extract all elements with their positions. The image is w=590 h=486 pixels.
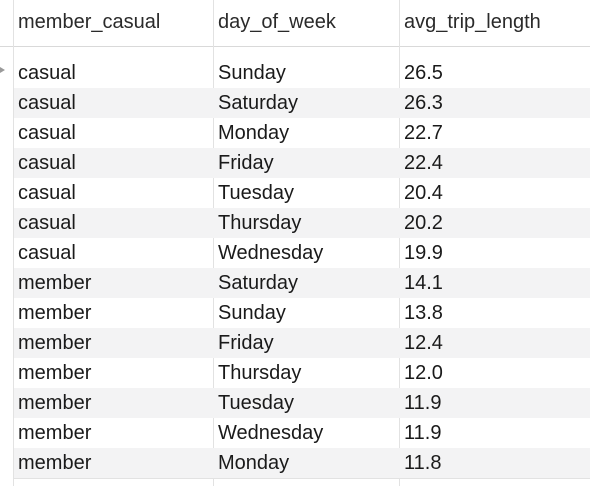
cell-day-of-week[interactable]: Saturday xyxy=(218,92,299,114)
cell-avg-trip-length[interactable]: 19.9 xyxy=(404,242,443,264)
cell-avg-trip-length[interactable]: 20.2 xyxy=(404,212,443,234)
cell-day-of-week[interactable]: Sunday xyxy=(218,62,286,84)
table-row[interactable]: member Wednesday 11.9 xyxy=(14,418,590,448)
cell-member-casual[interactable]: member xyxy=(18,272,92,294)
cell-avg-trip-length[interactable]: 26.5 xyxy=(404,62,443,84)
cell-member-casual[interactable]: member xyxy=(18,392,92,414)
current-row-marker-icon xyxy=(0,67,5,73)
table-row[interactable]: member Thursday 12.0 xyxy=(14,358,590,388)
cell-avg-trip-length[interactable]: 11.8 xyxy=(404,452,442,474)
cell-avg-trip-length[interactable]: 13.8 xyxy=(404,302,443,324)
cell-member-casual[interactable]: casual xyxy=(18,92,76,114)
table-header: member_casual day_of_week avg_trip_lengt… xyxy=(0,0,590,47)
cell-member-casual[interactable]: casual xyxy=(18,212,76,234)
cell-avg-trip-length[interactable]: 20.4 xyxy=(404,182,443,204)
table-row[interactable]: member Saturday 14.1 xyxy=(14,268,590,298)
table-row[interactable]: casual Sunday 26.5 xyxy=(14,58,590,88)
column-divider[interactable] xyxy=(399,0,400,486)
cell-day-of-week[interactable]: Tuesday xyxy=(218,182,294,204)
cell-member-casual[interactable]: casual xyxy=(18,122,76,144)
cell-day-of-week[interactable]: Monday xyxy=(218,122,290,144)
cell-avg-trip-length[interactable]: 22.7 xyxy=(404,122,443,144)
cell-day-of-week[interactable]: Friday xyxy=(218,152,274,174)
cell-member-casual[interactable]: casual xyxy=(18,182,76,204)
cell-avg-trip-length[interactable]: 11.9 xyxy=(404,422,442,444)
table-row[interactable]: member Monday 11.8 xyxy=(14,448,590,478)
cell-avg-trip-length[interactable]: 14.1 xyxy=(404,272,443,294)
cell-day-of-week[interactable]: Friday xyxy=(218,332,274,354)
cell-day-of-week[interactable]: Monday xyxy=(218,452,290,474)
cell-day-of-week[interactable]: Thursday xyxy=(218,212,302,234)
cell-member-casual[interactable]: member xyxy=(18,332,92,354)
cell-day-of-week[interactable]: Wednesday xyxy=(218,422,324,444)
table-row[interactable]: member Tuesday 11.9 xyxy=(14,388,590,418)
cell-day-of-week[interactable]: Sunday xyxy=(218,302,286,324)
table-row[interactable]: casual Monday 22.7 xyxy=(14,118,590,148)
column-header-day-of-week[interactable]: day_of_week xyxy=(218,11,336,33)
cell-member-casual[interactable]: casual xyxy=(18,152,76,174)
column-header-avg-trip-length[interactable]: avg_trip_length xyxy=(404,11,541,33)
cell-member-casual[interactable]: member xyxy=(18,362,92,384)
table-row[interactable]: casual Thursday 20.2 xyxy=(14,208,590,238)
cell-member-casual[interactable]: casual xyxy=(18,242,76,264)
table-row[interactable]: casual Tuesday 20.4 xyxy=(14,178,590,208)
cell-day-of-week[interactable]: Tuesday xyxy=(218,392,294,414)
table-row[interactable]: member Friday 12.4 xyxy=(14,328,590,358)
table-row[interactable]: member Sunday 13.8 xyxy=(14,298,590,328)
cell-avg-trip-length[interactable]: 11.9 xyxy=(404,392,442,414)
cell-member-casual[interactable]: member xyxy=(18,452,92,474)
column-divider[interactable] xyxy=(213,0,214,486)
cell-member-casual[interactable]: member xyxy=(18,302,92,324)
cell-avg-trip-length[interactable]: 26.3 xyxy=(404,92,443,114)
cell-avg-trip-length[interactable]: 22.4 xyxy=(404,152,443,174)
cell-day-of-week[interactable]: Thursday xyxy=(218,362,302,384)
cell-avg-trip-length[interactable]: 12.0 xyxy=(404,362,443,384)
cell-member-casual[interactable]: casual xyxy=(18,62,76,84)
table-row[interactable]: casual Saturday 26.3 xyxy=(14,88,590,118)
table-row[interactable]: casual Friday 22.4 xyxy=(14,148,590,178)
column-divider xyxy=(13,0,14,486)
table-row[interactable]: casual Wednesday 19.9 xyxy=(14,238,590,268)
column-header-member-casual[interactable]: member_casual xyxy=(18,11,161,33)
cell-avg-trip-length[interactable]: 12.4 xyxy=(404,332,443,354)
cell-member-casual[interactable]: member xyxy=(18,422,92,444)
table-bottom-border xyxy=(14,478,590,479)
cell-day-of-week[interactable]: Saturday xyxy=(218,272,299,294)
cell-day-of-week[interactable]: Wednesday xyxy=(218,242,324,264)
